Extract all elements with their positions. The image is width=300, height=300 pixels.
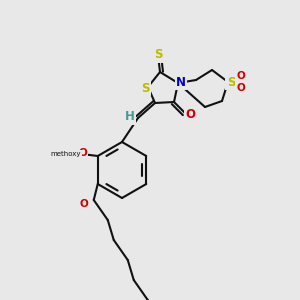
- Text: S: S: [227, 76, 235, 88]
- Text: O: O: [78, 148, 87, 158]
- Text: O: O: [80, 199, 88, 209]
- Text: O: O: [237, 71, 245, 81]
- Text: S: S: [154, 49, 162, 62]
- Text: O: O: [237, 83, 245, 93]
- Text: O: O: [185, 107, 195, 121]
- Text: N: N: [176, 76, 186, 88]
- Text: H: H: [125, 110, 135, 124]
- Text: methoxy: methoxy: [50, 151, 81, 157]
- Text: S: S: [141, 82, 149, 94]
